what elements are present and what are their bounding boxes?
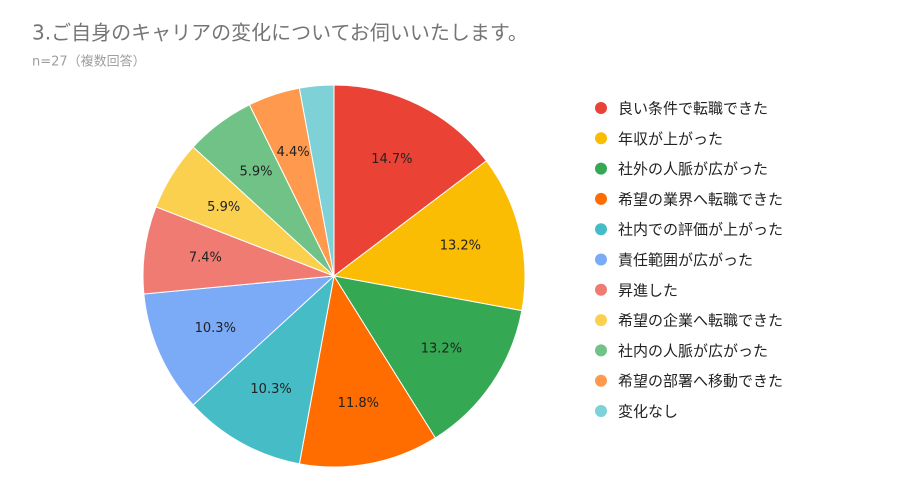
legend-swatch xyxy=(595,223,607,236)
legend-swatch xyxy=(595,162,607,175)
legend-swatch xyxy=(595,253,607,266)
slice-label: 10.3% xyxy=(195,321,236,336)
legend-label: 希望の部署へ移動できた xyxy=(618,372,783,390)
legend-label: 良い条件で転職できた xyxy=(618,100,768,118)
slice-label: 5.9% xyxy=(207,200,240,215)
pie-slice xyxy=(143,275,336,406)
pie-slice xyxy=(192,274,335,465)
legend-label: 社内の人脈が広がった xyxy=(618,342,768,360)
chart-subtitle: n=27（複数回答） xyxy=(32,54,146,70)
slice-label: 13.2% xyxy=(421,342,462,357)
slice-label: 13.2% xyxy=(440,239,481,254)
slice-label: 14.7% xyxy=(371,152,412,167)
chart-title: 3.ご自身のキャリアの変化についてお伺いいたします。 xyxy=(32,21,528,45)
legend-swatch xyxy=(595,314,607,327)
slice-label: 5.9% xyxy=(240,165,273,180)
slice-label: 10.3% xyxy=(250,382,291,397)
legend-label: 昇進した xyxy=(618,281,678,299)
legend-swatch xyxy=(595,132,607,145)
legend-swatch xyxy=(595,102,607,114)
legend-label: 年収が上がった xyxy=(618,130,723,148)
legend-swatch xyxy=(595,344,607,357)
pie-slice xyxy=(333,84,488,278)
slice-label: 4.4% xyxy=(277,145,310,160)
legend-label: 希望の業界へ転職できた xyxy=(618,190,783,208)
legend-swatch xyxy=(595,405,607,417)
legend-label: 社内での評価が上がった xyxy=(618,221,783,239)
legend-label: 希望の企業へ転職できた xyxy=(618,312,783,330)
slice-label: 11.8% xyxy=(338,396,379,411)
legend-swatch xyxy=(595,283,607,296)
legend-swatch xyxy=(595,374,607,387)
legend-swatch xyxy=(595,192,607,205)
legend-label: 変化なし xyxy=(618,403,678,421)
legend-label: 責任範囲が広がった xyxy=(618,251,753,269)
slice-label: 7.4% xyxy=(189,251,222,266)
pie-slice xyxy=(298,274,437,468)
legend-label: 社外の人脈が広がった xyxy=(618,160,768,178)
pie-slice xyxy=(298,84,335,277)
pie-slice xyxy=(332,160,526,312)
pie-slice xyxy=(332,275,523,439)
